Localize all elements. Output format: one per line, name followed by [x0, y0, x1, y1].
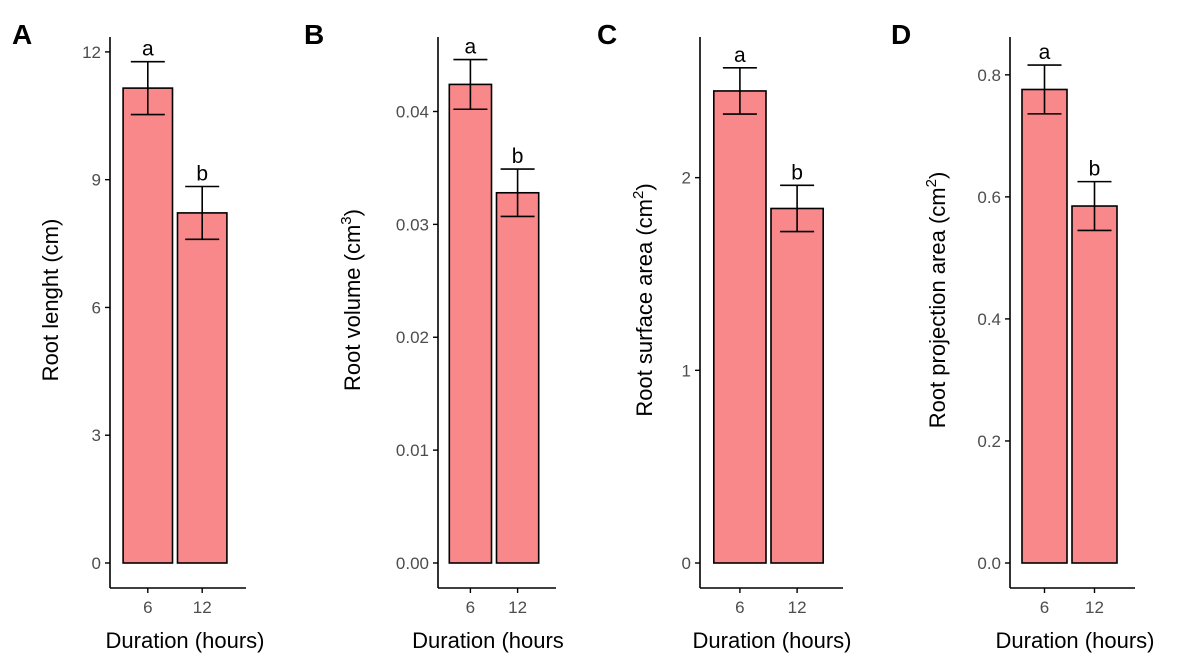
y-tick-label: 0.2	[977, 432, 1001, 451]
y-tick-label: 0.01	[396, 441, 429, 460]
y-tick-label: 0.02	[396, 328, 429, 347]
y-axis-title-text: Root projection area (cm	[925, 187, 950, 428]
panel-b: B 0.00 0.01 0.02 0.03 0.04 a 6 b 12 Duration (hour…	[304, 19, 564, 653]
y-tick-label: 0.6	[977, 188, 1001, 207]
x-tick-label: 12	[508, 598, 527, 617]
significance-label: a	[465, 36, 477, 59]
x-tick-label: 6	[466, 598, 475, 617]
significance-label: a	[1039, 41, 1051, 64]
panel-letter: D	[891, 19, 911, 50]
y-axis-title-suffix: )	[340, 209, 365, 216]
y-tick-label: 6	[92, 298, 101, 317]
panel-letter: A	[12, 19, 32, 50]
bar-6	[1021, 88, 1068, 564]
y-axis-title-text: Root volume (cm	[340, 225, 365, 391]
y-tick-label: 0.4	[977, 310, 1001, 329]
significance-label: b	[1089, 158, 1101, 181]
y-tick-label: 12	[82, 43, 101, 62]
bar-6	[448, 83, 493, 564]
y-tick-label: 0.03	[396, 215, 429, 234]
y-axis-title-superscript: 2	[630, 191, 647, 199]
y-tick-label: 1	[682, 361, 691, 380]
y-tick-label: 0.0	[977, 554, 1001, 573]
y-axis-title-text: Root surface area (cm	[632, 199, 657, 417]
y-axis-title-suffix: )	[925, 172, 950, 179]
y-tick-label: 3	[92, 426, 101, 445]
y-tick-label: 0.04	[396, 102, 429, 121]
bar-12	[495, 191, 540, 564]
x-axis-title: Duration (hours)	[693, 628, 852, 653]
bar-6	[712, 90, 767, 564]
y-tick-label: 0	[92, 554, 101, 573]
x-tick-label: 12	[1085, 598, 1104, 617]
significance-label: a	[734, 44, 746, 67]
panel-a: A 0 3 6 9 12 a 6 b 12 Duration (hours) Root lenght …	[12, 19, 264, 653]
x-tick-label: 12	[193, 598, 212, 617]
panel-letter: B	[304, 19, 324, 50]
y-tick-label: 0.8	[977, 66, 1001, 85]
y-axis-title-superscript: 3	[338, 216, 355, 224]
y-tick-label: 0	[682, 554, 691, 573]
significance-label: b	[791, 161, 803, 184]
y-axis-title: Root surface area (cm2)	[630, 183, 657, 416]
y-axis-title: Root volume (cm3)	[338, 209, 365, 391]
x-axis-title: Duration (hours	[412, 628, 564, 653]
panel-letter: C	[597, 19, 617, 50]
bar-6	[122, 87, 174, 564]
significance-label: b	[512, 145, 524, 168]
y-tick-label: 0.00	[396, 554, 429, 573]
y-axis-title-superscript: 2	[923, 179, 940, 187]
x-tick-label: 6	[143, 598, 152, 617]
significance-label: a	[142, 38, 154, 61]
y-tick-label: 2	[682, 169, 691, 188]
y-axis-title: Root lenght (cm)	[38, 219, 63, 382]
x-tick-label: 12	[788, 598, 807, 617]
y-axis-title: Root projection area (cm2)	[923, 172, 950, 429]
x-axis-title: Duration (hours)	[106, 628, 265, 653]
x-tick-label: 6	[1040, 598, 1049, 617]
bar-12	[1071, 205, 1118, 564]
x-axis-title: Duration (hours)	[996, 628, 1155, 653]
y-axis-title-suffix: )	[632, 183, 657, 190]
y-tick-label: 9	[92, 171, 101, 190]
x-tick-label: 6	[735, 598, 744, 617]
significance-label: b	[196, 162, 208, 185]
bar-12	[176, 212, 228, 564]
y-axis-title-text: Root lenght (cm)	[38, 219, 63, 382]
bar-12	[770, 207, 825, 564]
panel-d: D 0.0 0.2 0.4 0.6 0.8 a 6 b 12 Duration (hours) Roo…	[891, 19, 1154, 653]
